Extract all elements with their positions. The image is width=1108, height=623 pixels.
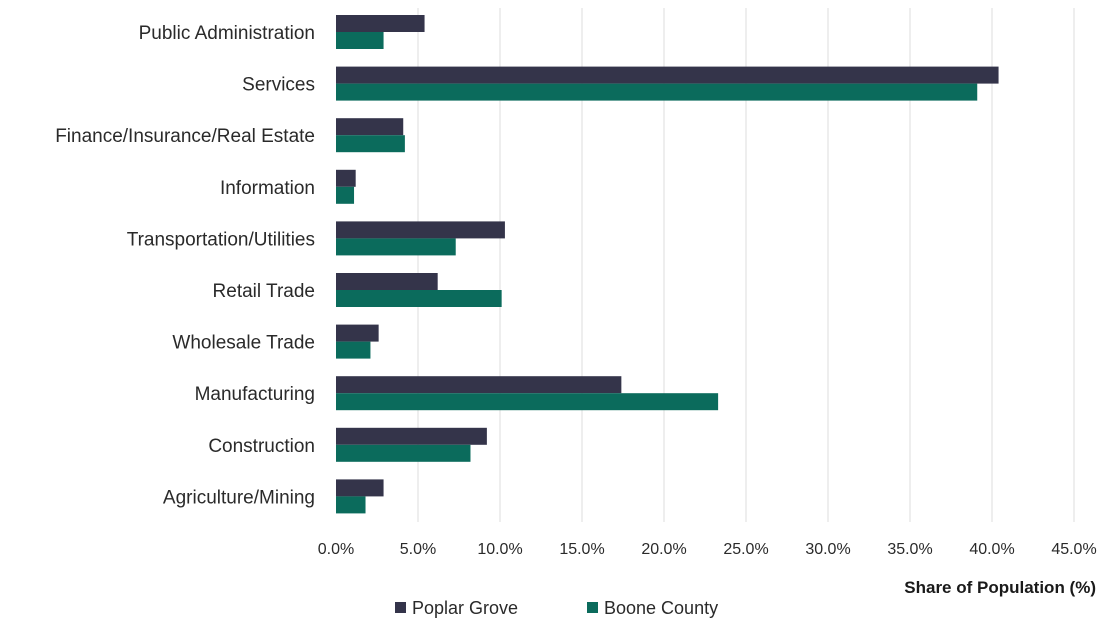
bar-poplar-grove-manufacturing [336, 376, 622, 394]
x-axis-label: Share of Population (%) [904, 578, 1096, 597]
legend-label-boone-county: Boone County [604, 598, 718, 618]
bar-poplar-grove-agriculture-mining [336, 479, 384, 497]
category-label-manufacturing: Manufacturing [195, 384, 315, 405]
bar-boone-county-agriculture-mining [336, 496, 366, 514]
bar-boone-county-services [336, 83, 978, 101]
bar-poplar-grove-finance-insurance-real-estate [336, 118, 404, 136]
category-label-information: Information [220, 178, 315, 199]
legend: Poplar Grove Boone County [395, 598, 718, 618]
bar-poplar-grove-construction [336, 427, 487, 445]
bar-poplar-grove-services [336, 66, 999, 84]
legend-swatch-poplar-grove [395, 602, 406, 613]
category-label-retail-trade: Retail Trade [213, 281, 315, 302]
bar-poplar-grove-public-administration [336, 15, 425, 32]
bar-boone-county-retail-trade [336, 290, 502, 307]
category-label-wholesale-trade: Wholesale Trade [172, 333, 315, 354]
x-tick-label: 30.0% [805, 541, 850, 558]
bar-poplar-grove-transportation-utilities [336, 221, 505, 239]
x-tick-label: 20.0% [641, 541, 686, 558]
bar-boone-county-construction [336, 444, 471, 462]
x-tick-label: 45.0% [1051, 541, 1096, 558]
bar-poplar-grove-retail-trade [336, 273, 438, 290]
x-tick-label: 15.0% [559, 541, 604, 558]
bar-boone-county-finance-insurance-real-estate [336, 135, 405, 153]
x-tick-label: 25.0% [723, 541, 768, 558]
category-label-finance-insurance-real-estate: Finance/Insurance/Real Estate [55, 126, 315, 147]
legend-label-poplar-grove: Poplar Grove [412, 598, 518, 618]
bar-boone-county-information [336, 186, 355, 204]
category-label-services: Services [242, 75, 315, 96]
x-tick-label: 5.0% [400, 541, 436, 558]
x-tick-label: 10.0% [477, 541, 522, 558]
bar-boone-county-wholesale-trade [336, 341, 371, 359]
category-label-construction: Construction [208, 436, 315, 457]
x-tick-label: 0.0% [318, 541, 354, 558]
legend-swatch-boone-county [587, 602, 598, 613]
category-label-public-administration: Public Administration [139, 23, 315, 44]
bar-poplar-grove-information [336, 169, 356, 187]
category-label-agriculture-mining: Agriculture/Mining [163, 487, 315, 508]
bars [336, 15, 999, 514]
category-labels: Public Administration Services Finance/Ins… [55, 23, 315, 508]
bar-boone-county-manufacturing [336, 393, 719, 411]
x-tick-label: 35.0% [887, 541, 932, 558]
category-label-transportation-utilities: Transportation/Utilities [127, 229, 315, 250]
bar-boone-county-transportation-utilities [336, 238, 456, 256]
bar-boone-county-public-administration [336, 32, 384, 49]
bar-poplar-grove-wholesale-trade [336, 324, 379, 342]
x-tick-label: 40.0% [969, 541, 1014, 558]
x-tick-labels: 0.0% 5.0% 10.0% 15.0% 20.0% 25.0% 30.0% 35.0% 40… [318, 541, 1097, 558]
